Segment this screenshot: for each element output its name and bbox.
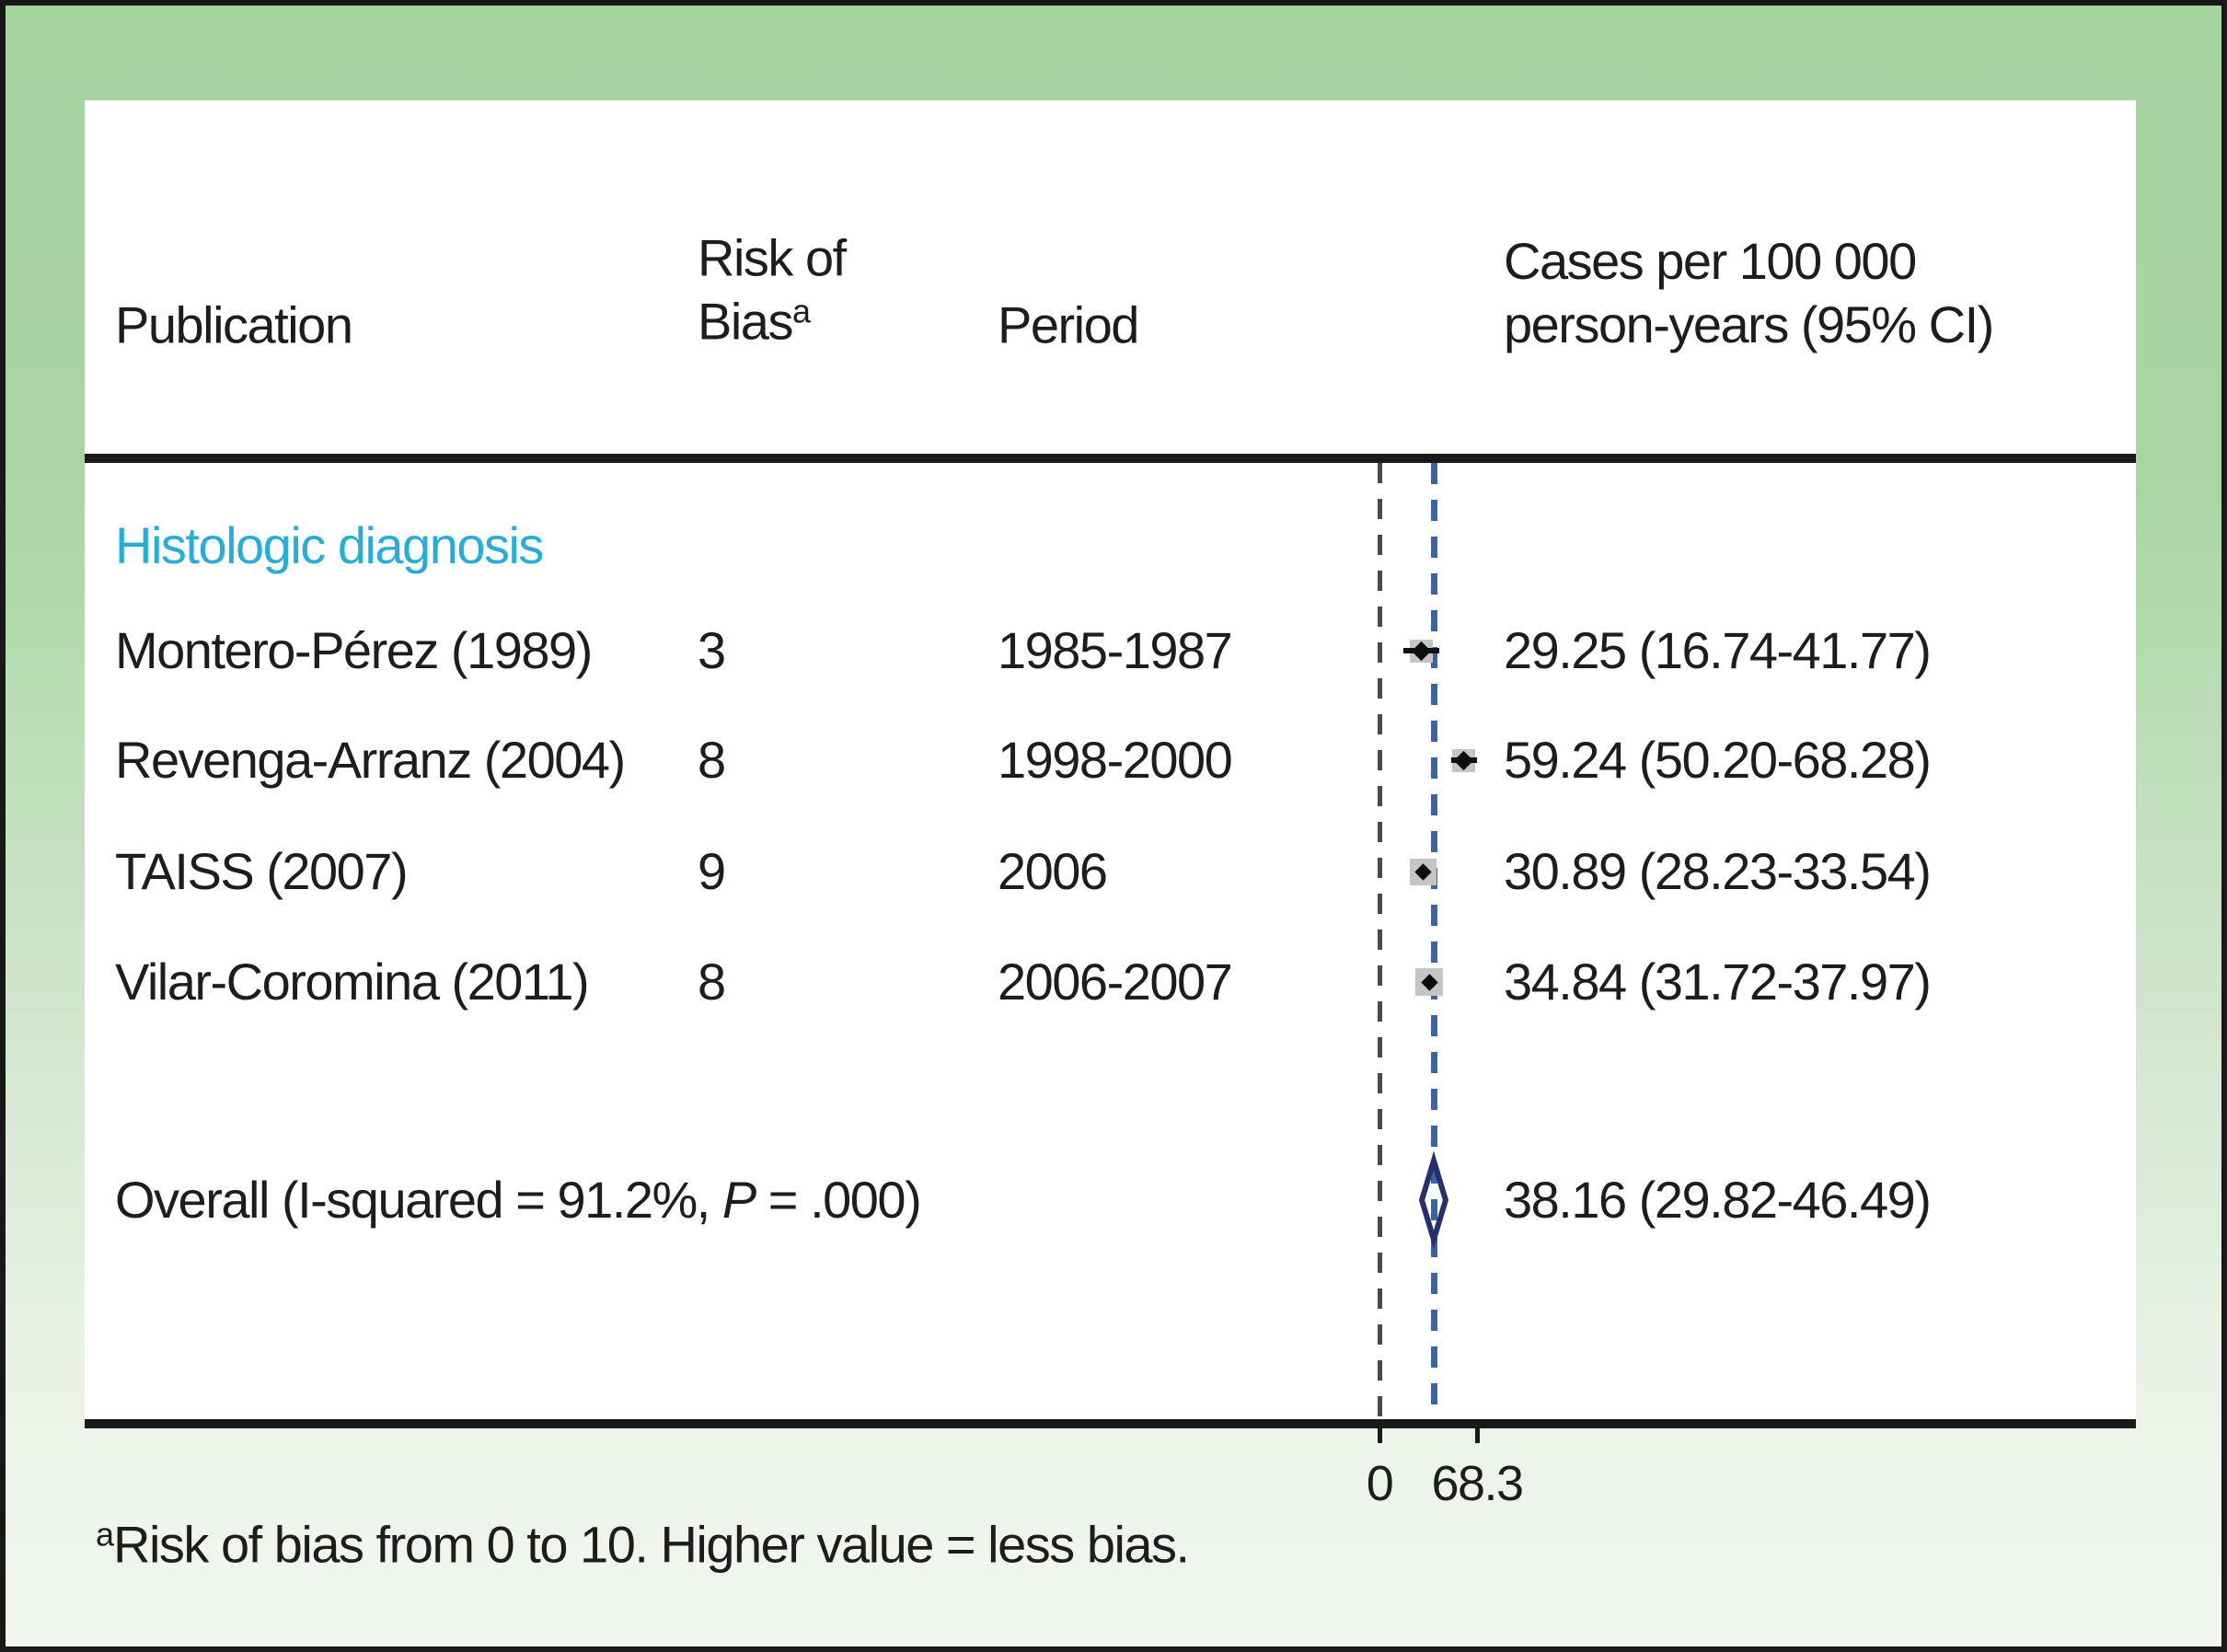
study-risk-of-bias: 8 [698, 953, 726, 1011]
study-estimate: 29.25 (16.74-41.77) [1504, 621, 1932, 679]
study-period: 2006-2007 [998, 953, 1233, 1011]
x-axis-line [85, 1419, 2136, 1428]
overall-estimate: 38.16 (29.82-46.49) [1504, 1171, 1932, 1229]
superscript-a: a [791, 292, 811, 330]
study-risk-of-bias: 9 [698, 842, 726, 900]
study-period: 1998-2000 [998, 731, 1233, 789]
study-estimate: 34.84 (31.72-37.97) [1504, 953, 1932, 1011]
study-period: 1985-1987 [998, 621, 1233, 679]
study-risk-of-bias: 3 [698, 621, 726, 679]
footnote-text: Risk of bias from 0 to 10. Higher value … [113, 1515, 1190, 1574]
column-header-risk-of-bias: Risk of Biasa [698, 226, 847, 360]
study-estimate: 30.89 (28.23-33.54) [1504, 842, 1932, 900]
header-divider [85, 454, 2136, 463]
null-reference-line [1377, 463, 1382, 1419]
x-tick-label-68-3: 68.3 [1431, 1456, 1524, 1511]
study-publication: Revenga-Arranz (2004) [115, 731, 626, 789]
footnote: aRisk of bias from 0 to 10. Higher value… [96, 1515, 1190, 1575]
overall-diamond-shape [1419, 1150, 1449, 1250]
overall-label: Overall (I-squared = 91.2%, P = .000) [115, 1171, 922, 1229]
cases-header-line1: Cases per 100 000 [1504, 232, 1917, 290]
study-estimate: 59.24 (50.20-68.28) [1504, 731, 1932, 789]
study-publication: Vilar-Coromina (2011) [115, 953, 590, 1011]
risk-header-line1: Risk of [698, 228, 847, 287]
overall-diamond [1419, 1150, 1449, 1250]
study-publication: TAISS (2007) [115, 842, 409, 900]
italic-p: P [721, 1171, 756, 1229]
x-axis-tick [1474, 1428, 1480, 1443]
section-heading: Histologic diagnosis [115, 516, 544, 574]
footnote-superscript-a: a [96, 1515, 114, 1554]
study-publication: Montero-Pérez (1989) [115, 621, 593, 679]
column-header-period: Period [998, 295, 1139, 354]
column-header-publication: Publication [115, 295, 353, 354]
study-risk-of-bias: 8 [698, 731, 726, 789]
study-period: 2006 [998, 842, 1108, 900]
x-axis-tick [1377, 1428, 1382, 1443]
x-tick-label-0: 0 [1366, 1456, 1394, 1511]
column-header-cases: Cases per 100 000 person-years (95% CI) [1504, 229, 1994, 356]
overall-estimate-line [1430, 463, 1437, 1419]
plot-panel [85, 100, 2136, 1424]
cases-header-line2: person-years (95% CI) [1504, 295, 1994, 353]
risk-header-line2: Biasa [698, 292, 811, 351]
